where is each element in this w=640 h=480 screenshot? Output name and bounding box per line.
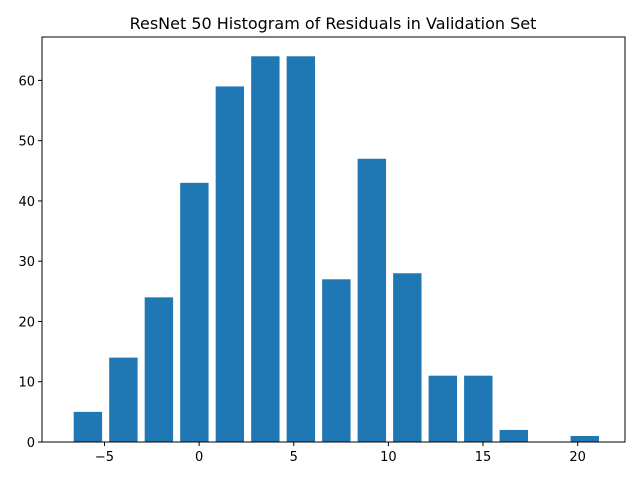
x-tick-label: 10	[380, 450, 397, 465]
bar-1	[109, 357, 138, 442]
bar-9	[393, 273, 422, 442]
x-tick-label: 0	[195, 450, 203, 465]
bar-8	[357, 158, 387, 442]
bar-11	[464, 375, 493, 442]
bar-0	[73, 411, 103, 442]
y-tick-label: 40	[18, 195, 35, 210]
plot-frame	[41, 36, 626, 443]
x-tick-label: 5	[290, 450, 298, 465]
bar-6	[286, 56, 316, 443]
bar-7	[322, 279, 351, 442]
bar-4	[215, 86, 245, 442]
bar-12	[499, 429, 528, 442]
bar-10	[428, 375, 458, 442]
y-tick-label: 30	[18, 255, 35, 270]
y-axis-ticks: 0 10 20 30 40 50 60	[18, 74, 42, 451]
bar-2	[144, 297, 174, 442]
x-tick-label: −5	[95, 450, 114, 465]
axes-group	[41, 36, 626, 443]
y-tick-label: 20	[18, 315, 35, 330]
y-tick-label: 60	[18, 74, 35, 89]
bars-group	[73, 56, 599, 443]
y-tick-label: 50	[18, 135, 35, 150]
bar-14	[570, 435, 599, 442]
x-tick-label: 15	[475, 450, 492, 465]
chart-title: ResNet 50 Histogram of Residuals in Vali…	[130, 14, 537, 33]
y-tick-label: 0	[27, 436, 35, 451]
x-axis-ticks: −5 0 5 10 15 20	[95, 442, 586, 465]
y-tick-label: 10	[18, 376, 35, 391]
bar-3	[180, 182, 209, 443]
bar-5	[251, 56, 280, 443]
x-tick-label: 20	[569, 450, 586, 465]
